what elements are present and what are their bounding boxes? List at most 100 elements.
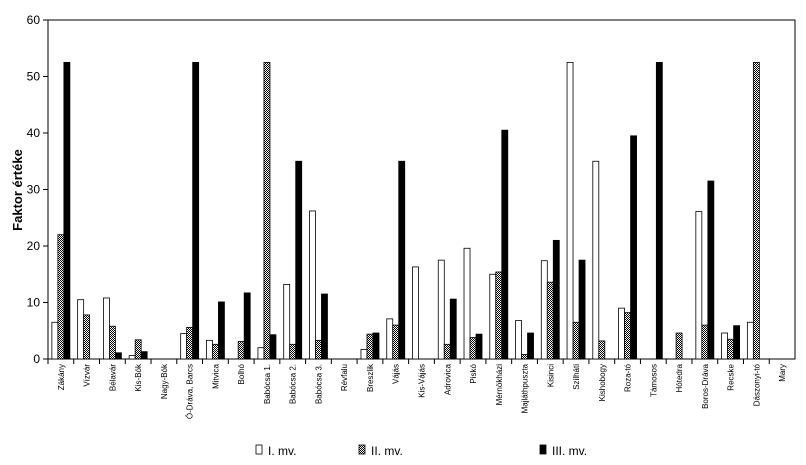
bar-1-14 — [412, 266, 419, 360]
x-tick-label: Nagy-Bók — [160, 363, 169, 399]
x-tick-label: Babócsa 1. — [263, 364, 272, 404]
bar-2-25 — [701, 324, 709, 360]
bar-3-2 — [115, 352, 122, 360]
bar-1-1 — [77, 299, 85, 360]
bar-3-9 — [295, 160, 303, 360]
bar-1-27 — [746, 321, 754, 360]
legend-label: III. mv. — [552, 444, 587, 458]
x-tick-label: Mérnökházi — [495, 364, 504, 406]
x-tick-label: Adrovica — [443, 363, 452, 395]
y-tick-label: 20 — [27, 239, 41, 253]
bar-3-23 — [655, 61, 663, 360]
bar-2-12 — [366, 333, 374, 360]
bar-1-16 — [463, 247, 471, 360]
x-tick-label: Recske — [727, 363, 736, 390]
bar-2-22 — [624, 312, 631, 360]
bar-3-26 — [733, 325, 740, 360]
bar-2-0 — [57, 234, 65, 360]
bar-3-15 — [449, 298, 457, 360]
bar-1-20 — [566, 61, 574, 360]
x-tick-label: Majláthpuszta — [521, 363, 530, 413]
bar-1-15 — [437, 259, 445, 360]
bar-2-17 — [495, 271, 503, 360]
bar-3-20 — [578, 259, 586, 360]
x-tick-label: Babócsa 3. — [314, 364, 323, 404]
bar-2-19 — [546, 281, 554, 360]
bar-1-21 — [592, 160, 600, 360]
legend-label: II. mv. — [371, 444, 403, 458]
bar-2-10 — [315, 339, 322, 360]
bar-1-26 — [721, 332, 728, 360]
plot-border — [47, 19, 796, 360]
bar-1-9 — [283, 284, 291, 360]
bar-2-24 — [675, 332, 683, 360]
bar-1-5 — [180, 333, 188, 360]
x-tick-label: Piskó — [469, 363, 478, 383]
bar-3-6 — [218, 301, 225, 360]
x-tick-label: Hótedra — [675, 363, 684, 392]
bar-2-6 — [212, 343, 219, 360]
bar-3-5 — [192, 61, 200, 360]
bar-3-8 — [269, 334, 277, 360]
x-tick-label: Kishobogy — [598, 364, 607, 401]
y-tick-label: 10 — [27, 296, 41, 310]
bar-2-18 — [521, 354, 528, 360]
bar-3-13 — [398, 160, 406, 360]
bar-1-10 — [309, 210, 316, 360]
legend-swatch — [358, 444, 366, 455]
x-tick-label: Mitvica — [211, 363, 220, 388]
y-axis: 0 10 20 30 40 50 60 — [27, 13, 48, 366]
bar-2-7 — [237, 341, 245, 360]
x-tick-label: Breszlik — [366, 363, 375, 392]
bar-3-3 — [140, 351, 148, 360]
bar-3-16 — [475, 333, 483, 360]
bar-3-25 — [707, 180, 715, 360]
bar-1-3 — [128, 355, 136, 360]
bar-1-6 — [206, 339, 213, 360]
x-tick-label: Boros-Dráva — [701, 363, 710, 408]
bar-1-17 — [489, 273, 497, 360]
bar-2-9 — [289, 343, 297, 360]
bar-3-0 — [63, 61, 71, 360]
bar-2-2 — [109, 325, 116, 360]
x-tick-label: Dászonyi-tó — [752, 363, 761, 406]
legend: I. mv. II. mv. III. mv. — [255, 444, 587, 458]
bar-1-8 — [257, 347, 265, 360]
x-tick-label: Roza-tó — [624, 363, 633, 392]
bar-2-26 — [727, 338, 734, 360]
bar-3-19 — [552, 239, 560, 360]
legend-swatch — [539, 444, 547, 455]
x-tick-label: Kisinci — [546, 364, 555, 387]
x-tick-label: Zákány — [57, 364, 66, 390]
bar-1-12 — [360, 348, 368, 360]
bar-2-20 — [572, 321, 580, 360]
x-tick-label: Bolhó — [237, 363, 246, 384]
bars — [47, 61, 770, 364]
bar-2-8 — [263, 61, 271, 360]
bar-1-18 — [515, 320, 522, 360]
x-tick-label: Kis-Bók — [134, 363, 143, 392]
x-tick-label: Bélavár — [108, 364, 117, 391]
bar-1-19 — [540, 260, 548, 360]
x-tick-label: Vízvár — [83, 364, 92, 387]
x-tick-label: Ó-Dráva, Barcs — [186, 364, 195, 419]
y-tick-label: 50 — [27, 70, 41, 84]
y-tick-label: 0 — [33, 352, 40, 366]
y-tick-label: 30 — [27, 183, 41, 197]
bar-3-12 — [372, 332, 380, 360]
bar-3-10 — [321, 293, 328, 360]
y-axis-label: Faktor értéke — [10, 149, 25, 231]
bar-1-22 — [618, 307, 625, 360]
y-tick-label: 40 — [27, 126, 41, 140]
x-tick-label: Kis-Vájás — [418, 364, 427, 398]
bar-2-1 — [83, 314, 91, 360]
legend-label: I. mv. — [268, 444, 296, 458]
bar-2-27 — [752, 61, 760, 360]
bar-3-22 — [630, 135, 637, 360]
bar-2-5 — [186, 326, 194, 360]
bar-2-16 — [469, 337, 477, 360]
x-tick-label: Révfalu — [340, 364, 349, 391]
bar-2-13 — [392, 324, 400, 360]
bar-1-13 — [386, 318, 394, 360]
legend-swatch — [255, 444, 263, 455]
